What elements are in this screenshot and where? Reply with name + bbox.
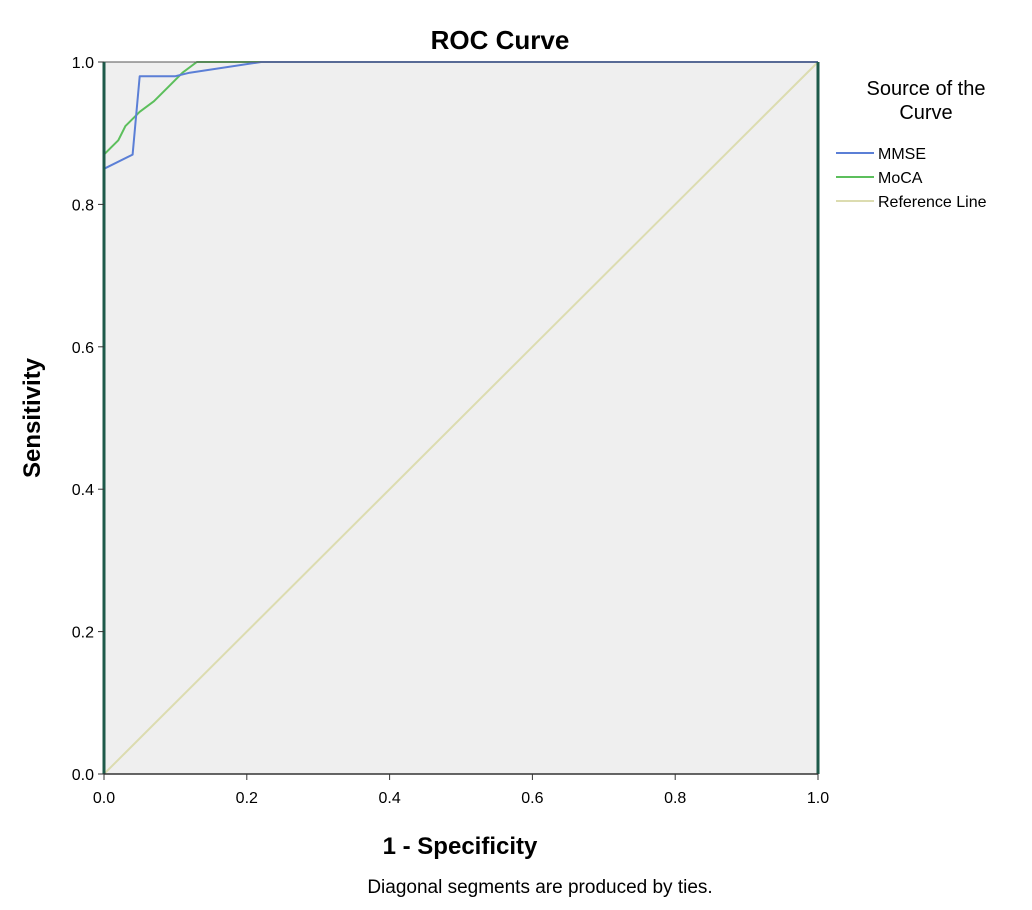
x-tick-label: 0.4 [378, 790, 400, 807]
legend-label: MoCA [878, 170, 923, 187]
x-tick-label: 0.2 [236, 790, 258, 807]
series-line-moca [103, 61, 818, 774]
y-tick-label: 0.0 [72, 767, 94, 784]
y-tick-label: 0.6 [72, 340, 94, 357]
legend-title-line: Curve [899, 102, 952, 124]
y-tick-label: 1.0 [72, 55, 94, 72]
series-line-reference-line [103, 61, 819, 775]
y-tick-label: 0.4 [72, 482, 94, 499]
y-tick-label: 0.8 [72, 197, 94, 214]
x-axis-title: 1 - Specificity [383, 833, 538, 860]
x-tick-label: 1.0 [807, 790, 829, 807]
legend-title-line: Source of the [867, 78, 986, 100]
x-tick-label: 0.0 [93, 790, 115, 807]
x-tick-label: 0.6 [521, 790, 543, 807]
chart-title: ROC Curve [431, 25, 570, 55]
series-layer [103, 61, 819, 775]
y-tick-label: 0.2 [72, 625, 94, 642]
series-line-mmse [103, 61, 818, 774]
legend-label: MMSE [878, 146, 926, 163]
x-tick-label: 0.8 [664, 790, 686, 807]
axes-layer: 0.0 0.2 0.4 0.6 0.8 1.0 0.0 0.2 0.4 0.6 0.8 1.0 [72, 55, 829, 807]
y-axis-title: Sensitivity [19, 357, 46, 478]
chart-footnote: Diagonal segments are produced by ties. [367, 877, 712, 898]
legend-label: Reference Line [878, 194, 987, 211]
